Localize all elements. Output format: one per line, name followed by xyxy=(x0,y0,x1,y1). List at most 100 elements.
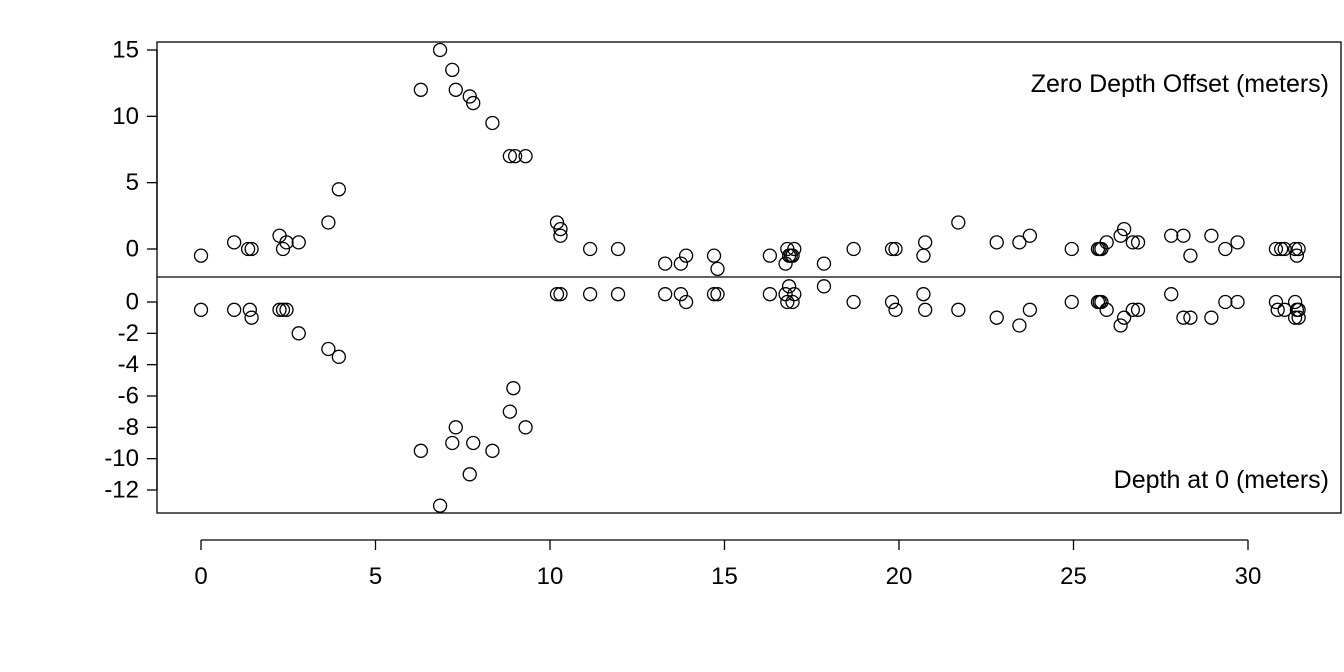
data-point-bottom xyxy=(951,302,966,317)
data-point-top xyxy=(673,256,689,271)
data-point-top xyxy=(240,241,256,257)
data-point-top xyxy=(1183,248,1198,263)
data-point-bottom xyxy=(1230,294,1245,310)
y-tick-label-top: 0 xyxy=(126,236,139,263)
data-point-top xyxy=(1218,241,1233,257)
data-point-top xyxy=(1064,241,1079,257)
data-point-top xyxy=(1130,235,1146,250)
data-point-top xyxy=(658,256,673,271)
data-point-bottom xyxy=(1012,318,1027,333)
data-point-bottom xyxy=(1164,287,1179,302)
data-point-bottom xyxy=(244,310,259,325)
data-point-bottom xyxy=(884,294,900,310)
data-point-top xyxy=(331,182,347,197)
data-point-bottom xyxy=(331,349,347,364)
data-point-top xyxy=(1204,228,1219,243)
data-point-top xyxy=(785,248,800,263)
data-point-bottom xyxy=(413,443,429,458)
panel-label-depth-at-0: Depth at 0 (meters) xyxy=(1114,466,1329,494)
data-point-bottom xyxy=(916,287,931,302)
data-point-top xyxy=(582,241,598,257)
data-point-bottom xyxy=(227,302,242,317)
data-point-top xyxy=(1287,241,1303,257)
data-point-bottom xyxy=(706,287,722,302)
data-point-bottom xyxy=(816,279,832,294)
data-point-bottom xyxy=(1094,294,1109,310)
data-point-top xyxy=(1230,235,1245,250)
data-point-top xyxy=(1012,235,1027,250)
data-point-top xyxy=(1289,248,1305,263)
data-point-bottom xyxy=(918,302,933,317)
data-point-top xyxy=(710,261,725,277)
y-tick-label-bottom: -10 xyxy=(104,445,139,472)
data-point-top xyxy=(502,148,518,164)
y-tick-label-bottom: -4 xyxy=(118,351,139,378)
data-point-top xyxy=(989,235,1004,250)
data-point-bottom xyxy=(1099,302,1114,317)
x-tick-label: 0 xyxy=(194,563,207,590)
data-point-bottom xyxy=(1125,302,1140,317)
data-point-bottom xyxy=(518,420,533,435)
y-tick-label-bottom: -2 xyxy=(118,320,139,347)
data-point-bottom xyxy=(1218,294,1233,310)
data-point-top xyxy=(884,241,900,257)
data-point-top xyxy=(466,95,481,111)
data-point-top xyxy=(1022,228,1038,243)
data-point-bottom xyxy=(1022,302,1038,317)
data-point-top xyxy=(244,241,259,257)
data-point-top xyxy=(762,248,778,263)
data-point-top xyxy=(1116,221,1132,237)
data-point-bottom xyxy=(462,467,477,482)
data-point-top xyxy=(1291,241,1306,257)
data-point-bottom xyxy=(242,302,258,317)
data-point-bottom xyxy=(1287,310,1303,325)
data-point-top xyxy=(485,115,500,131)
data-point-bottom xyxy=(673,287,689,302)
data-point-bottom xyxy=(193,302,209,317)
data-point-top xyxy=(321,215,336,230)
x-tick-label: 15 xyxy=(711,563,738,590)
labels-layer: 0 5 10 15 0 -2 -4 -6 -8 -10 -12 0 5 10 15 20 25 30 Zero De… xyxy=(104,37,1329,591)
data-point-bottom xyxy=(291,326,306,341)
data-point-top xyxy=(918,235,933,250)
data-point-top xyxy=(1099,235,1114,250)
x-tick-label: 30 xyxy=(1235,563,1262,590)
data-point-top xyxy=(1125,235,1140,250)
data-point-bottom xyxy=(678,294,694,310)
data-point-top xyxy=(1274,241,1289,257)
data-point-bottom xyxy=(1291,310,1306,325)
data-point-top xyxy=(507,148,523,164)
data-point-bottom xyxy=(710,287,725,302)
panel-label-zero-depth-offset: Zero Depth Offset (meters) xyxy=(1031,70,1329,98)
data-point-top xyxy=(1176,228,1191,243)
data-point-top xyxy=(193,248,209,263)
data-point-bottom xyxy=(1270,302,1285,317)
x-tick-label: 25 xyxy=(1060,563,1087,590)
x-tick-label: 5 xyxy=(369,563,382,590)
data-point-top xyxy=(787,241,802,257)
x-tick-label: 20 xyxy=(886,563,913,590)
data-point-bottom xyxy=(272,302,287,317)
axes-layer xyxy=(147,41,1342,550)
data-point-bottom xyxy=(279,302,294,317)
data-point-top xyxy=(279,235,294,250)
data-point-bottom xyxy=(610,287,626,302)
data-point-top xyxy=(553,221,568,237)
data-point-top xyxy=(1113,228,1128,243)
y-tick-label-top: 15 xyxy=(112,37,139,64)
y-tick-label-bottom: -6 xyxy=(118,383,139,410)
data-point-bottom xyxy=(658,287,673,302)
data-point-top xyxy=(1164,228,1179,243)
data-point-bottom xyxy=(549,287,565,302)
y-tick-label-bottom: -12 xyxy=(104,477,139,504)
data-point-top xyxy=(445,62,460,78)
data-point-top xyxy=(706,248,722,263)
data-point-bottom xyxy=(466,435,481,451)
data-point-top xyxy=(888,241,903,257)
data-point-bottom xyxy=(553,287,568,302)
data-point-top xyxy=(610,241,626,257)
data-point-bottom xyxy=(1291,302,1306,317)
data-point-bottom xyxy=(1176,310,1191,325)
y-tick-label-bottom: -8 xyxy=(118,414,139,441)
